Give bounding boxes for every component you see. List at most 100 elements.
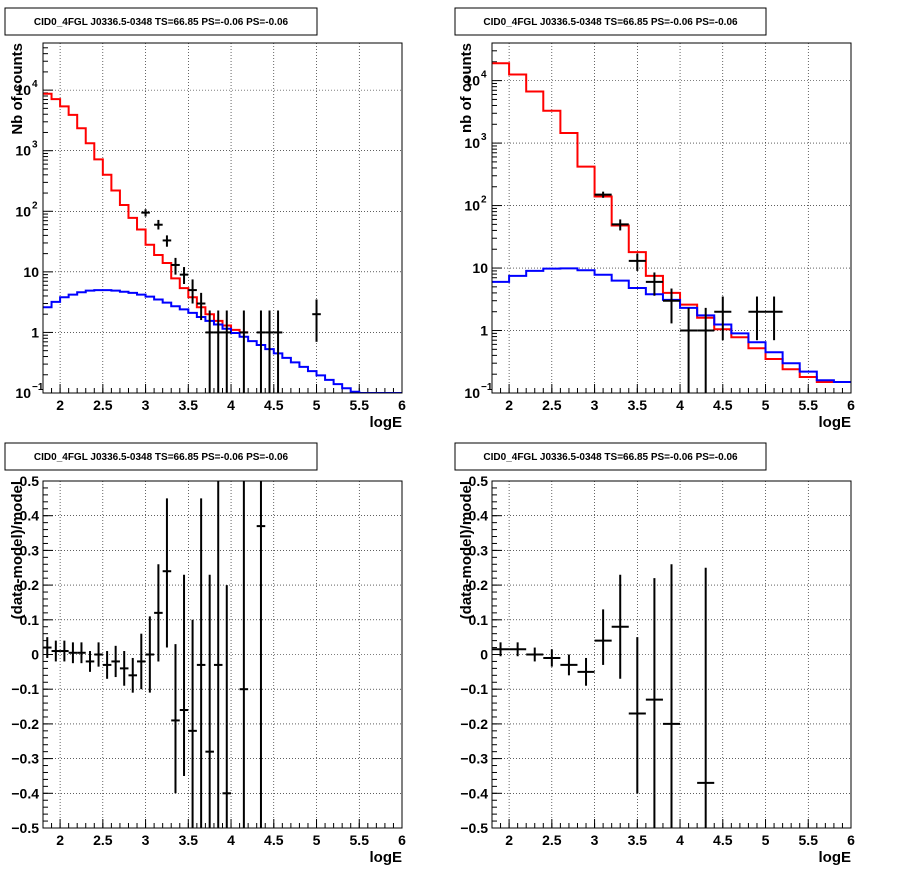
data-point xyxy=(119,651,129,686)
x-tick-label: 5 xyxy=(762,832,770,848)
data-point xyxy=(162,235,172,247)
data-point xyxy=(748,296,766,341)
x-tick-label: 5.5 xyxy=(799,832,819,848)
y-tick-label: 0.2 xyxy=(469,577,489,593)
y-tick-label: −0.5 xyxy=(460,820,488,836)
data-point xyxy=(205,574,214,828)
y-tick-label: 10 xyxy=(464,73,480,89)
plot-frame xyxy=(42,42,403,394)
y-tick-label: 10 xyxy=(472,260,488,276)
data-point xyxy=(662,564,681,828)
x-tick-label: 4.5 xyxy=(264,832,284,848)
plot-frame xyxy=(491,42,852,394)
data-point xyxy=(205,310,214,393)
data-point xyxy=(222,585,232,828)
data-point xyxy=(43,637,52,658)
x-tick-label: 6 xyxy=(847,832,855,848)
y-tick-label: 0.3 xyxy=(20,542,40,558)
data-point xyxy=(196,292,206,321)
x-tick-label: 5 xyxy=(762,397,770,413)
data-point xyxy=(162,498,172,648)
data-point xyxy=(141,209,150,217)
y-tick-label: 0.3 xyxy=(469,542,489,558)
data-point xyxy=(312,299,321,342)
x-tick-label: 2.5 xyxy=(542,397,562,413)
x-axis-label: logE xyxy=(370,849,403,866)
data-point xyxy=(85,651,95,672)
x-tick-label: 4.5 xyxy=(713,397,733,413)
x-axis-label: logE xyxy=(819,849,852,866)
x-tick-label: 4 xyxy=(676,832,684,848)
y-tick-label: −0.1 xyxy=(11,681,39,697)
x-axis-label: logE xyxy=(370,414,403,431)
y-tick-exponent: 4 xyxy=(32,79,38,90)
data-point xyxy=(239,310,249,393)
data-point xyxy=(213,310,223,393)
x-tick-label: 5.5 xyxy=(350,832,370,848)
x-tick-label: 3.5 xyxy=(179,397,199,413)
step-series-0 xyxy=(43,92,249,334)
y-tick-label: 0.4 xyxy=(469,508,489,524)
data-point xyxy=(265,310,274,393)
y-axis-label: Nb of counts xyxy=(9,43,26,135)
data-point xyxy=(577,657,595,686)
data-point xyxy=(611,219,629,231)
plot-frame-top xyxy=(42,42,403,394)
plot-area xyxy=(492,564,715,828)
x-tick-label: 4.5 xyxy=(713,832,733,848)
data-point xyxy=(680,307,698,393)
x-tick-label: 6 xyxy=(398,397,406,413)
plot-area xyxy=(43,481,266,828)
y-axis-label: (data-model)/model xyxy=(458,481,475,619)
y-tick-exponent: 2 xyxy=(481,195,487,206)
data-point xyxy=(645,578,663,828)
data-point xyxy=(51,640,61,662)
data-point xyxy=(697,567,715,828)
y-tick-label: 0 xyxy=(480,647,488,663)
x-tick-label: 2.5 xyxy=(93,397,113,413)
x-tick-label: 4 xyxy=(227,832,235,848)
data-point xyxy=(256,481,266,828)
data-point xyxy=(509,642,527,657)
data-point xyxy=(492,642,510,657)
data-point xyxy=(697,307,715,393)
x-tick-label: 6 xyxy=(847,397,855,413)
data-point xyxy=(60,640,69,662)
title-box xyxy=(4,7,318,36)
y-tick-label: 0 xyxy=(31,647,39,663)
y-tick-label: 0.1 xyxy=(469,612,489,628)
y-tick-label: 10 xyxy=(15,143,31,159)
y-tick-label: 0.1 xyxy=(20,612,40,628)
y-tick-label: −0.2 xyxy=(460,716,488,732)
x-tick-label: 2 xyxy=(56,832,64,848)
x-tick-label: 5 xyxy=(313,832,321,848)
data-point xyxy=(256,310,266,393)
data-point xyxy=(68,642,78,664)
data-point xyxy=(765,296,783,341)
y-tick-label: −0.4 xyxy=(11,785,39,801)
y-tick-label: −0.2 xyxy=(11,716,39,732)
y-tick-exponent: 2 xyxy=(32,200,38,211)
x-tick-label: 2.5 xyxy=(93,832,113,848)
data-point xyxy=(188,619,197,828)
data-point xyxy=(145,616,155,693)
y-tick-label: 0.5 xyxy=(469,473,489,489)
plot-frame-top xyxy=(491,42,852,394)
data-point xyxy=(137,633,146,690)
x-tick-label: 6 xyxy=(398,832,406,848)
data-point xyxy=(543,649,561,667)
y-tick-exponent: −1 xyxy=(32,382,44,393)
y-tick-exponent: 3 xyxy=(32,140,38,151)
data-point xyxy=(128,657,138,693)
x-tick-label: 4 xyxy=(676,397,684,413)
y-tick-label: −0.3 xyxy=(460,751,488,767)
chart-panel-residuals-right: 2 2.5 3 3.5 4 4.5 5 5.5 6 −0.5 −0.4 −0.3 −0.2 −0.1 0 0.… xyxy=(454,442,855,866)
data-point xyxy=(154,219,163,230)
x-axis-label: logE xyxy=(819,414,852,431)
data-point xyxy=(171,257,180,275)
data-point xyxy=(594,609,612,665)
x-tick-label: 5 xyxy=(313,397,321,413)
title-box xyxy=(454,7,767,36)
y-tick-label: 0.2 xyxy=(20,577,40,593)
